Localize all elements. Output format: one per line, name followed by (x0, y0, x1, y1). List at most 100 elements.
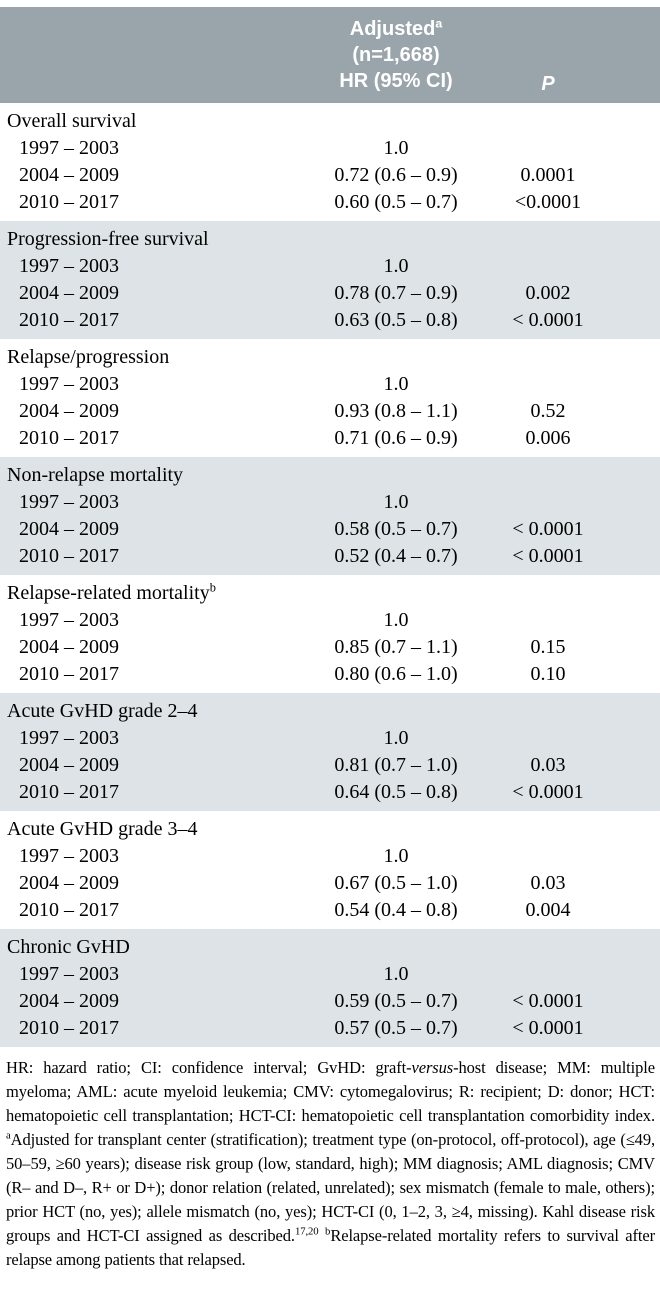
table-section: Overall survival 1997 – 2003 1.0 2004 – 200… (0, 103, 660, 221)
table-sections: Overall survival 1997 – 2003 1.0 2004 – 200… (0, 103, 660, 1047)
row-period: 2010 – 2017 (19, 899, 119, 921)
row-period: 2004 – 2009 (19, 636, 119, 658)
row-p-value: < 0.0001 (512, 545, 584, 567)
table-row: 2004 – 2009 0.59 (0.5 – 0.7) < 0.0001 (0, 988, 660, 1015)
table-row: 2004 – 2009 0.85 (0.7 – 1.1) 0.15 (0, 634, 660, 661)
table-section: Chronic GvHD 1997 – 2003 1.0 2004 – 2009 0.5… (0, 929, 660, 1047)
row-hr-ci: 0.58 (0.5 – 0.7) (334, 518, 458, 540)
table-section: Relapse/progression 1997 – 2003 1.0 2004 – … (0, 339, 660, 457)
table-row: 2004 – 2009 0.58 (0.5 – 0.7) < 0.0001 (0, 516, 660, 543)
row-period: 2010 – 2017 (19, 1017, 119, 1039)
row-hr-ci: 0.59 (0.5 – 0.7) (334, 990, 458, 1012)
header-adjusted-line: Adjusteda (296, 16, 496, 42)
table-row: 1997 – 2003 1.0 (0, 489, 660, 516)
row-period: 2010 – 2017 (19, 781, 119, 803)
row-hr-ci: 0.52 (0.4 – 0.7) (334, 545, 458, 567)
row-hr-ci: 0.72 (0.6 – 0.9) (334, 164, 458, 186)
row-hr-ci: 0.57 (0.5 – 0.7) (334, 1017, 458, 1039)
row-p-value (496, 371, 600, 398)
row-period: 2010 – 2017 (19, 191, 119, 213)
row-hr-ci: 0.93 (0.8 – 1.1) (334, 400, 458, 422)
footnote-text: HR: hazard ratio; CI: confidence interva… (6, 1058, 412, 1077)
row-p-value: 0.006 (525, 427, 571, 449)
row-p-value (496, 135, 600, 162)
table-row: 2004 – 2009 0.72 (0.6 – 0.9) 0.0001 (0, 162, 660, 189)
row-period: 2004 – 2009 (19, 282, 119, 304)
row-period: 2004 – 2009 (19, 754, 119, 776)
footnote-superscript: b (325, 1225, 331, 1238)
section-title: Overall survival (0, 107, 660, 135)
table-section: Non-relapse mortality 1997 – 2003 1.0 2004 … (0, 457, 660, 575)
footnote-text: Relapse-related mortality refers to surv… (6, 1226, 655, 1269)
row-hr-ci: 0.64 (0.5 – 0.8) (334, 781, 458, 803)
table-header: Adjusteda (n=1,668) HR (95% CI) P (0, 7, 660, 103)
row-period: 2004 – 2009 (19, 164, 119, 186)
row-period: 2010 – 2017 (19, 309, 119, 331)
row-p-value: 0.52 (530, 400, 566, 422)
row-p-value: 0.0001 (520, 164, 576, 186)
row-hr-ci: 0.60 (0.5 – 0.7) (334, 191, 458, 213)
row-period: 1997 – 2003 (19, 963, 119, 985)
table-row: 2010 – 2017 0.71 (0.6 – 0.9) 0.006 (0, 425, 660, 452)
row-p-value: 0.03 (530, 872, 566, 894)
table-section: Acute GvHD grade 2–4 1997 – 2003 1.0 2004 –… (0, 693, 660, 811)
row-p-value: 0.15 (530, 636, 566, 658)
section-title: Chronic GvHD (0, 933, 660, 961)
row-period: 2004 – 2009 (19, 990, 119, 1012)
row-p-value: < 0.0001 (512, 990, 584, 1012)
footnote-superscript: 17,20 (294, 1225, 319, 1238)
table-section: Progression-free survival 1997 – 2003 1.0 2… (0, 221, 660, 339)
row-hr-ci: 0.81 (0.7 – 1.0) (334, 754, 458, 776)
footnote-superscript: a (6, 1129, 11, 1142)
table-section: Relapse-related mortalityb 1997 – 2003 1.0… (0, 575, 660, 693)
row-p-value: 0.004 (525, 899, 571, 921)
table-row: 1997 – 2003 1.0 (0, 607, 660, 634)
table-row: 2010 – 2017 0.63 (0.5 – 0.8) < 0.0001 (0, 307, 660, 334)
header-adjusted-superscript: a (435, 16, 443, 31)
section-title-text: Overall survival (7, 110, 137, 132)
row-hr-ci: 0.71 (0.6 – 0.9) (334, 427, 458, 449)
row-p-value (496, 607, 600, 634)
table-row: 1997 – 2003 1.0 (0, 725, 660, 752)
row-hr-ci: 0.80 (0.6 – 1.0) (334, 663, 458, 685)
section-title: Progression-free survival (0, 225, 660, 253)
row-period: 1997 – 2003 (19, 373, 119, 395)
section-title-text: Acute GvHD grade 3–4 (7, 818, 198, 840)
header-p-column: P (496, 7, 600, 103)
section-title: Non-relapse mortality (0, 461, 660, 489)
table-row: 2010 – 2017 0.64 (0.5 – 0.8) < 0.0001 (0, 779, 660, 806)
row-p-value: < 0.0001 (512, 518, 584, 540)
row-period: 1997 – 2003 (19, 137, 119, 159)
section-title: Relapse/progression (0, 343, 660, 371)
section-title-superscript: b (209, 580, 216, 595)
row-p-value (496, 489, 600, 516)
row-hr-ci: 0.85 (0.7 – 1.1) (334, 636, 458, 658)
row-period: 1997 – 2003 (19, 255, 119, 277)
row-period: 2004 – 2009 (19, 872, 119, 894)
table-row: 2004 – 2009 0.67 (0.5 – 1.0) 0.03 (0, 870, 660, 897)
table-row: 2010 – 2017 0.60 (0.5 – 0.7) <0.0001 (0, 189, 660, 216)
table-row: 2010 – 2017 0.52 (0.4 – 0.7) < 0.0001 (0, 543, 660, 570)
row-period: 1997 – 2003 (19, 845, 119, 867)
section-title-text: Acute GvHD grade 2–4 (7, 700, 198, 722)
row-p-value (496, 253, 600, 280)
row-hr-ci: 1.0 (383, 845, 409, 867)
row-p-value (496, 843, 600, 870)
row-p-value: 0.03 (530, 754, 566, 776)
row-period: 1997 – 2003 (19, 609, 119, 631)
row-period: 1997 – 2003 (19, 727, 119, 749)
table-row: 2010 – 2017 0.57 (0.5 – 0.7) < 0.0001 (0, 1015, 660, 1042)
header-p-label: P (541, 73, 555, 95)
table-row: 1997 – 2003 1.0 (0, 961, 660, 988)
header-adjusted-label: Adjusted (349, 18, 436, 40)
row-p-value (496, 725, 600, 752)
table-row: 2004 – 2009 0.78 (0.7 – 0.9) 0.002 (0, 280, 660, 307)
row-hr-ci: 1.0 (383, 255, 409, 277)
table-section: Acute GvHD grade 3–4 1997 – 2003 1.0 2004 –… (0, 811, 660, 929)
row-period: 1997 – 2003 (19, 491, 119, 513)
section-title-text: Chronic GvHD (7, 936, 130, 958)
row-hr-ci: 1.0 (383, 609, 409, 631)
table-row: 2004 – 2009 0.93 (0.8 – 1.1) 0.52 (0, 398, 660, 425)
section-title-text: Non-relapse mortality (7, 464, 184, 486)
